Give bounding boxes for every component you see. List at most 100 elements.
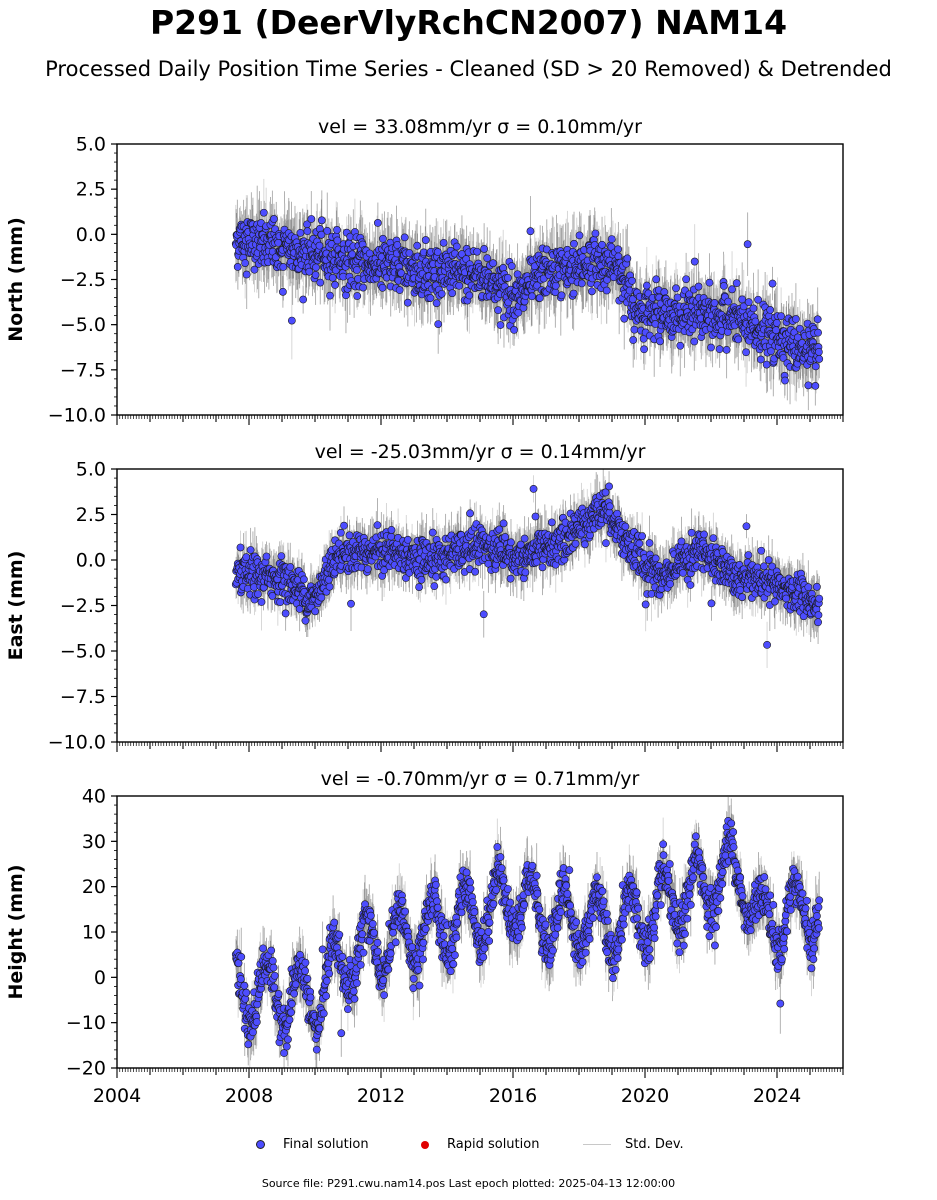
data-point [528, 292, 536, 301]
data-point [359, 283, 367, 292]
data-point [533, 281, 541, 290]
data-point [781, 376, 789, 385]
data-point [602, 286, 611, 295]
data-point [434, 320, 443, 329]
data-point [333, 236, 342, 245]
data-point [557, 291, 566, 300]
data-point [352, 266, 361, 274]
data-point [480, 245, 489, 253]
data-point [465, 291, 474, 300]
y-tick-label: 0.0 [76, 224, 106, 246]
data-point [705, 278, 714, 287]
data-point [744, 298, 753, 307]
y-tick-label: −2.5 [60, 269, 106, 291]
y-tick-label: −5.0 [60, 314, 106, 336]
data-point [281, 609, 290, 618]
data-point [570, 239, 578, 248]
data-point [742, 348, 750, 357]
data-point [640, 345, 648, 354]
data-point [751, 317, 760, 326]
data-point [311, 271, 320, 279]
data-point [287, 316, 296, 325]
data-point [811, 382, 820, 390]
data-point [642, 281, 651, 290]
data-point [690, 337, 699, 346]
data-point [510, 326, 518, 334]
data-point [779, 354, 788, 362]
data-point [734, 335, 743, 344]
data-point [277, 552, 286, 561]
data-point [312, 263, 320, 272]
data-point [499, 264, 508, 272]
data-point [439, 238, 448, 247]
data-point [767, 347, 775, 356]
data-point [756, 355, 765, 364]
data-point [777, 312, 785, 321]
data-point [628, 276, 636, 285]
data-point [342, 291, 350, 300]
data-point [710, 299, 719, 307]
data-point [724, 297, 733, 306]
data-point [623, 254, 632, 263]
data-point [317, 216, 326, 225]
data-point [276, 598, 285, 607]
data-point [303, 227, 312, 236]
data-point [813, 315, 822, 324]
data-point [551, 281, 560, 290]
data-point [413, 241, 422, 250]
data-point [333, 225, 341, 234]
data-point [630, 325, 639, 334]
data-point [569, 289, 578, 298]
y-tick-label: −10.0 [48, 405, 106, 427]
data-point [403, 298, 412, 307]
data-point [348, 250, 357, 259]
data-point [672, 284, 680, 293]
data-point [768, 279, 777, 288]
data-point [278, 287, 287, 296]
final-solution-points [231, 208, 824, 390]
data-point [503, 273, 512, 282]
velocity-annotation: vel = 33.08mm/yr σ = 0.10mm/yr [318, 116, 642, 138]
data-point [772, 319, 781, 327]
data-point [494, 306, 503, 315]
data-point [432, 299, 441, 308]
data-point [397, 269, 406, 278]
data-point [241, 259, 250, 267]
data-point [732, 279, 741, 288]
data-point [496, 321, 505, 329]
data-point [738, 295, 747, 304]
data-point [722, 345, 731, 354]
data-point [591, 229, 600, 238]
data-point [437, 289, 446, 298]
data-point [719, 282, 728, 290]
data-point [254, 590, 262, 598]
data-point [791, 315, 800, 323]
data-point [317, 230, 326, 239]
data-point [814, 328, 822, 337]
data-point [257, 598, 266, 606]
data-point [452, 242, 461, 251]
data-point [815, 355, 824, 363]
data-point [507, 262, 516, 270]
data-point [804, 381, 813, 390]
data-point [652, 275, 661, 284]
data-point [629, 336, 638, 344]
data-point [395, 286, 404, 294]
data-point [766, 306, 775, 314]
data-point [728, 285, 736, 294]
data-point [286, 563, 295, 571]
final-solution-points [231, 482, 824, 649]
data-point [749, 304, 758, 313]
data-point [433, 248, 442, 256]
data-point [307, 215, 316, 223]
data-point [715, 345, 724, 354]
data-point [233, 263, 242, 271]
data-point [246, 546, 255, 554]
data-point [268, 592, 277, 600]
data-point [772, 326, 780, 335]
data-point [620, 314, 629, 323]
data-point [614, 245, 622, 254]
data-point [743, 240, 752, 249]
data-point [299, 295, 308, 304]
